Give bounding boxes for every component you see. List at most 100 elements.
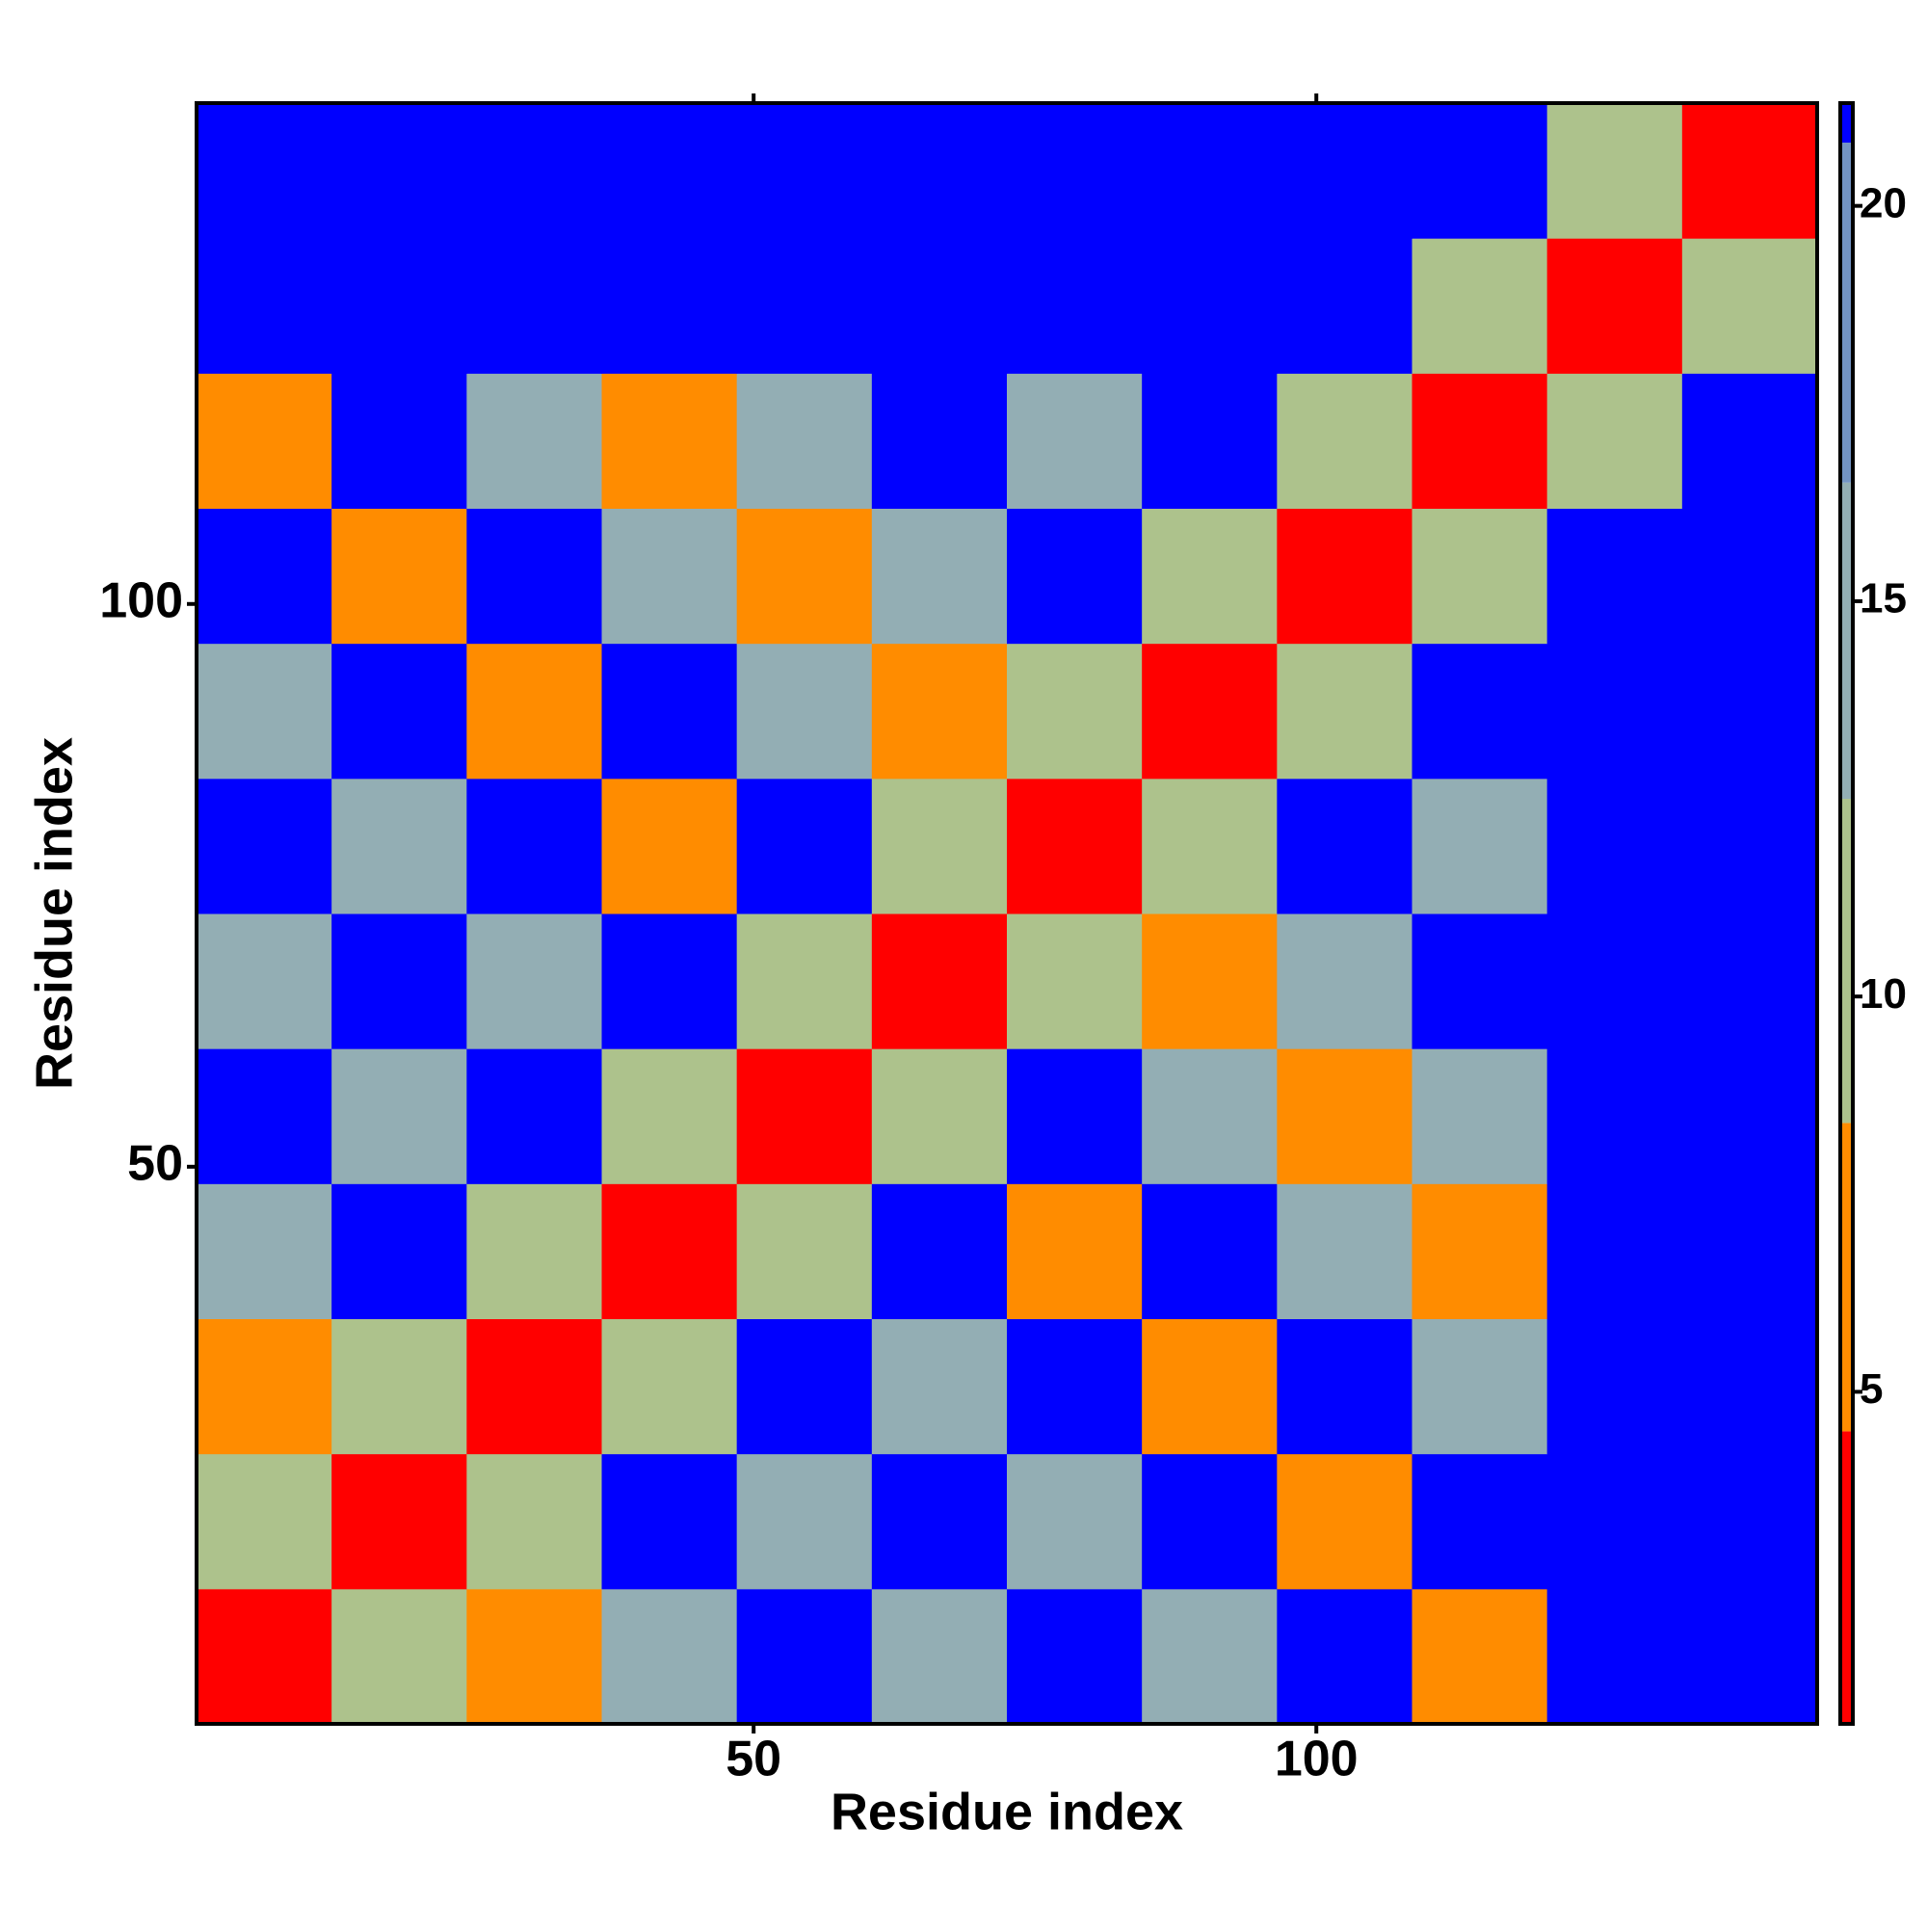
heatmap-cell (1007, 778, 1143, 914)
heatmap-cell (466, 913, 602, 1049)
heatmap-cell (331, 508, 467, 645)
heatmap-cell (1277, 1453, 1412, 1590)
heatmap-cell (1277, 1183, 1412, 1319)
heatmap-cell (466, 373, 602, 509)
heatmap-cell (331, 373, 467, 509)
heatmap-cell (1546, 508, 1683, 645)
heatmap-cell (331, 643, 467, 780)
heatmap-cell (871, 508, 1008, 645)
heatmap-cell (736, 373, 873, 509)
heatmap-cell (1142, 1048, 1278, 1184)
heatmap-cell (1277, 1318, 1412, 1455)
heatmap-cell (1412, 103, 1548, 239)
heatmap-cell (601, 1318, 738, 1455)
heatmap-cell (1681, 1183, 1818, 1319)
y-axis-title: Residue index (25, 737, 83, 1090)
heatmap-cell (1412, 1183, 1548, 1319)
colorbar-frame (1838, 101, 1855, 1726)
colorbar-segment (1840, 1431, 1853, 1724)
heatmap-cell (736, 643, 873, 780)
heatmap-cell (466, 1318, 602, 1455)
heatmap-cell (1007, 643, 1143, 780)
heatmap-cell (736, 508, 873, 645)
heatmap-cell (1412, 1453, 1548, 1590)
heatmap-cell (1142, 1588, 1278, 1725)
heatmap-cell (736, 103, 873, 239)
heatmap-cell (197, 1453, 332, 1590)
heatmap-cell (1681, 373, 1818, 509)
colorbar-segment (1840, 1123, 1853, 1432)
colorbar-tick-label: 15 (1860, 575, 1907, 622)
heatmap-cell (1681, 1318, 1818, 1455)
heatmap-cell (1412, 1048, 1548, 1184)
heatmap-cell (601, 1048, 738, 1184)
heatmap-cell (736, 1588, 873, 1725)
heatmap-cell (871, 643, 1008, 780)
heatmap-cell (1142, 373, 1278, 509)
heatmap-cell (466, 643, 602, 780)
heatmap-cell (1007, 373, 1143, 509)
heatmap-cell (601, 643, 738, 780)
heatmap-cell (601, 913, 738, 1049)
heatmap-cell (1277, 1588, 1412, 1725)
heatmap-cell (736, 1453, 873, 1590)
heatmap-cell (1681, 1048, 1818, 1184)
heatmap-cell (1142, 913, 1278, 1049)
heatmap-cell (1412, 508, 1548, 645)
heatmap-cell (1007, 508, 1143, 645)
heatmap-cell (1412, 913, 1548, 1049)
heatmap-cell (331, 103, 467, 239)
heatmap-cell (1681, 1588, 1818, 1725)
heatmap-cell (1007, 1318, 1143, 1455)
heatmap-cell (466, 778, 602, 914)
heatmap-cell (871, 1048, 1008, 1184)
heatmap-cell (197, 103, 332, 239)
x-tick-label: 50 (726, 1732, 781, 1787)
heatmap-cell (601, 1588, 738, 1725)
heatmap-cell (1412, 778, 1548, 914)
heatmap-cell (466, 238, 602, 374)
y-tick-label: 50 (127, 1136, 183, 1192)
heatmap-cell (601, 238, 738, 374)
heatmap-cell (1546, 1183, 1683, 1319)
heatmap-cell (1412, 643, 1548, 780)
heatmap-cell (1142, 103, 1278, 239)
heatmap-cell (331, 1318, 467, 1455)
x-axis-title: Residue index (831, 1783, 1183, 1840)
heatmap-cell (1681, 1453, 1818, 1590)
heatmap-cell (466, 1183, 602, 1319)
x-tick-label: 100 (1275, 1732, 1359, 1787)
heatmap-cell (1546, 373, 1683, 509)
heatmap-cell (1277, 913, 1412, 1049)
heatmap-cell (871, 1183, 1008, 1319)
heatmap-cell (466, 1048, 602, 1184)
heatmap-cell (736, 1048, 873, 1184)
colorbar-tick-label: 10 (1860, 970, 1907, 1018)
heatmap-cell (871, 373, 1008, 509)
heatmap-cell (1546, 1048, 1683, 1184)
heatmap-cell (1277, 103, 1412, 239)
heatmap-cell (1142, 1183, 1278, 1319)
heatmap-cell (197, 643, 332, 780)
heatmap-cell (871, 778, 1008, 914)
heatmap-cell (871, 913, 1008, 1049)
heatmap-cell (601, 508, 738, 645)
heatmap-cell (1007, 1183, 1143, 1319)
heatmap-cell (466, 1453, 602, 1590)
heatmap-cell (601, 373, 738, 509)
heatmap-cell (601, 778, 738, 914)
heatmap-cell (197, 913, 332, 1049)
heatmap-cell (1546, 643, 1683, 780)
heatmap-cell (736, 913, 873, 1049)
heatmap-cell (331, 778, 467, 914)
heatmap-cell (1277, 238, 1412, 374)
heatmap-cell (1412, 238, 1548, 374)
heatmap-cell (466, 508, 602, 645)
heatmap-cell (1142, 778, 1278, 914)
colorbar-segment (1840, 103, 1853, 144)
heatmap-cell (1277, 508, 1412, 645)
heatmap-cell (197, 1318, 332, 1455)
heatmap-cell (1142, 508, 1278, 645)
heatmap-cell (736, 238, 873, 374)
